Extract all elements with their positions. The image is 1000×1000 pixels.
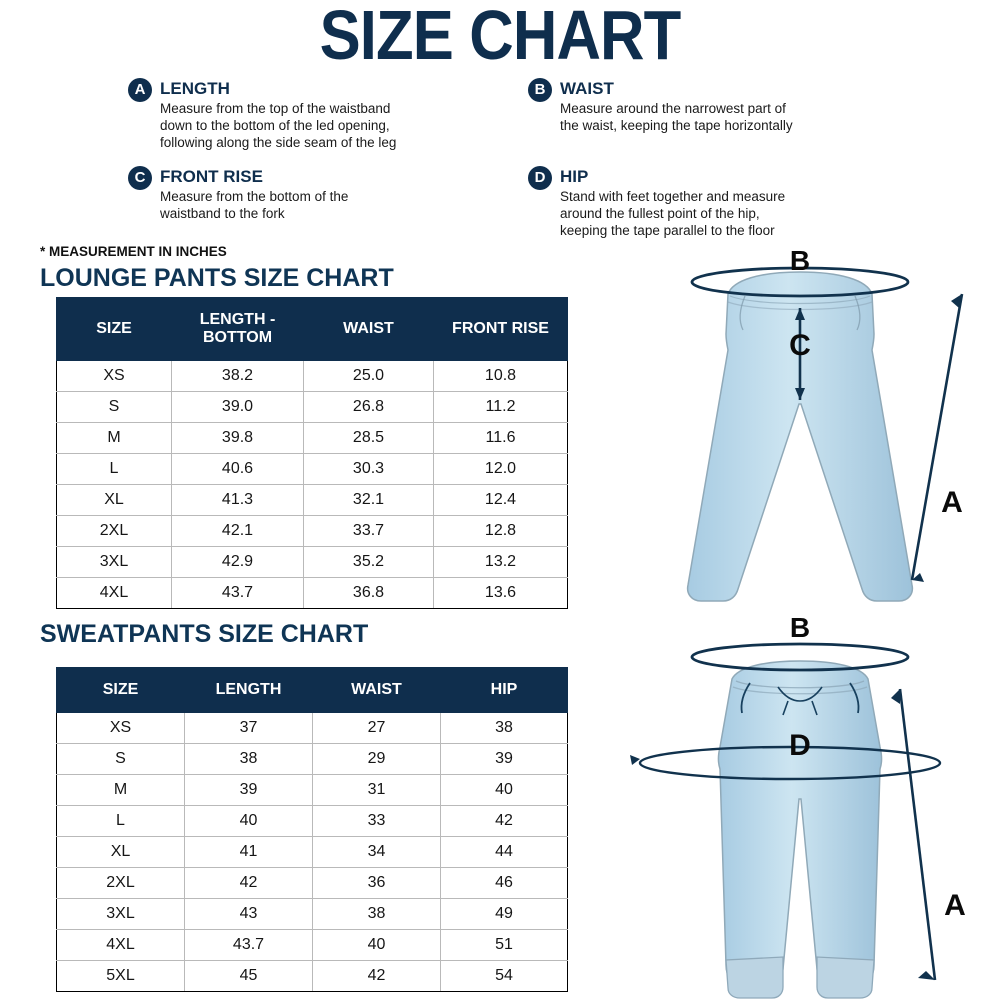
svg-text:C: C xyxy=(789,329,811,362)
svg-text:B: B xyxy=(790,612,810,643)
svg-text:A: A xyxy=(944,889,966,922)
svg-text:B: B xyxy=(790,245,810,276)
svg-text:D: D xyxy=(789,729,811,762)
svg-text:A: A xyxy=(941,486,963,519)
